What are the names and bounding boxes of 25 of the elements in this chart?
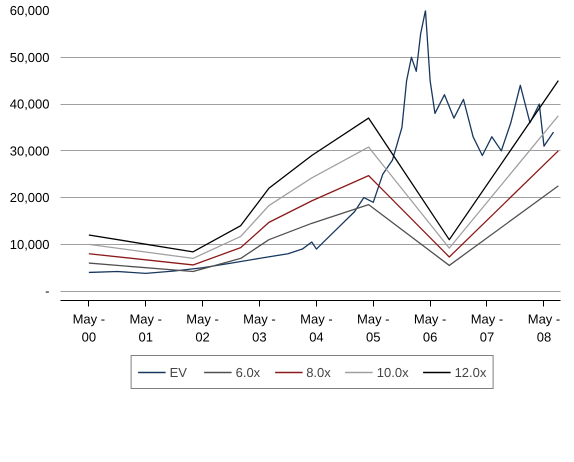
- legend-label: 8.0x: [306, 364, 331, 380]
- x-tick-label: May - 02: [186, 312, 219, 344]
- x-tick-label: May - 05: [357, 312, 390, 344]
- x-tick-label: May - 06: [414, 312, 446, 344]
- line-series: [88, 80, 559, 253]
- x-tick-label: May - 00: [72, 312, 106, 344]
- y-tick-label: -: [45, 284, 50, 299]
- x-tick-label: May - 01: [129, 312, 162, 344]
- x-tick-label: May - 08: [528, 312, 560, 344]
- x-tick-label: May - 07: [470, 312, 504, 344]
- y-tick-label: 50,000: [10, 50, 50, 65]
- legend-label: 12.0x: [454, 364, 486, 380]
- y-tick-label: 10,000: [10, 236, 50, 252]
- line-series: [88, 185, 559, 272]
- legend-label: EV: [170, 364, 188, 380]
- legend-label: 10.0x: [376, 364, 409, 380]
- y-tick-label: 40,000: [10, 96, 50, 112]
- x-tick-label: May - 04: [300, 312, 333, 344]
- line-series: [88, 10, 554, 274]
- line-series: [88, 150, 559, 266]
- y-tick-label: 20,000: [10, 190, 50, 206]
- legend-label: 6.0x: [236, 364, 260, 380]
- y-tick-label: 60,000: [10, 3, 50, 18]
- y-tick-label: 30,000: [10, 143, 50, 158]
- x-tick-label: May - 03: [243, 312, 276, 344]
